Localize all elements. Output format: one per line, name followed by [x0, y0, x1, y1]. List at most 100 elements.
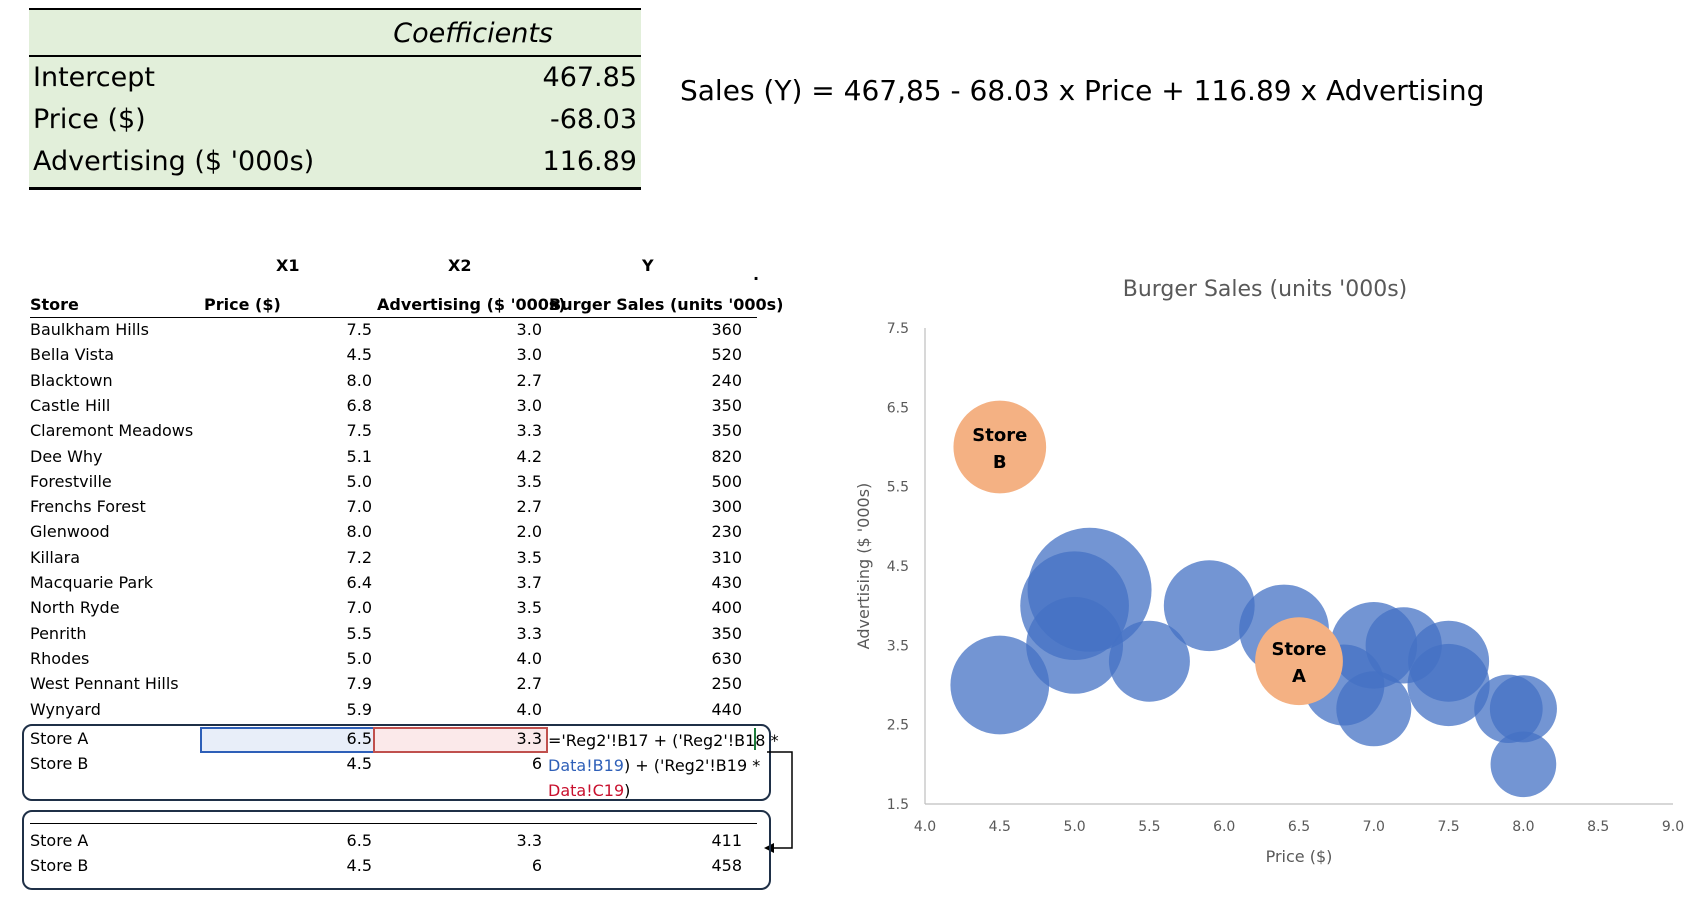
- data-bubble: [1490, 731, 1557, 798]
- table-row-store-name: Macquarie Park: [30, 573, 154, 592]
- x-tick-label: 6.5: [1288, 819, 1310, 835]
- table-row-store-name: Forestville: [30, 472, 112, 491]
- data-bubble: [1020, 551, 1129, 661]
- y-tick-label: 5.5: [887, 480, 909, 496]
- y-tick-label: 7.5: [887, 321, 909, 337]
- formula-ref-advertising: Data!C19: [548, 781, 625, 800]
- new-stores-box: [22, 724, 771, 801]
- table-row-advertising-value: 3.5: [516, 472, 542, 491]
- store-a-price[interactable]: 6.5: [346, 729, 372, 748]
- y-tick-label: 6.5: [887, 400, 909, 416]
- data-bubble: [1336, 671, 1412, 747]
- pred-a-advertising: 3.3: [516, 831, 542, 850]
- bubble-chart: Burger Sales (units '000s) 1.5 2.5 3.5 4.5 5…: [854, 277, 1684, 866]
- table-row-advertising-value: 2.0: [516, 522, 542, 541]
- table-row-price-value: 4.5: [346, 345, 372, 364]
- table-row-advertising-value: 2.7: [516, 674, 542, 693]
- var-label-x2: X2: [448, 256, 472, 275]
- pred-b-advertising: 6: [531, 856, 542, 875]
- table-row-advertising-value: 3.0: [516, 345, 542, 364]
- data-bubble: [1474, 674, 1543, 744]
- pred-a-sales: 411: [711, 831, 742, 850]
- table-row-advertising-value: 3.7: [516, 573, 542, 592]
- table-row-sales-value: 230: [711, 522, 742, 541]
- store-b-label: Store B: [30, 754, 89, 773]
- bubble-data-label: A: [1292, 666, 1306, 687]
- pred-b-price: 4.5: [346, 856, 372, 875]
- table-row-sales-value: 430: [711, 573, 742, 592]
- store-a-advertising[interactable]: 3.3: [516, 729, 542, 748]
- table-row-price-value: 7.5: [346, 421, 372, 440]
- table-row-sales-value: 350: [711, 421, 742, 440]
- x-tick-label: 7.0: [1363, 819, 1385, 835]
- formula-line-3: ): [624, 781, 631, 800]
- y-tick-label: 1.5: [887, 797, 909, 813]
- advertising-cell-reference-highlight[interactable]: [373, 727, 548, 753]
- x-tick-label: 8.0: [1512, 819, 1534, 835]
- coefficients-header: Coefficients: [29, 10, 641, 57]
- table-row-store-name: North Ryde: [30, 598, 120, 617]
- coef-label: Price ($): [33, 104, 146, 135]
- table-row-store-name: Penrith: [30, 624, 87, 643]
- new-store-bubble: [953, 400, 1047, 494]
- table-row-sales-value: 350: [711, 624, 742, 643]
- table-row-sales-value: 520: [711, 345, 742, 364]
- data-bubble: [1108, 620, 1190, 702]
- table-row-advertising-value: 2.7: [516, 371, 542, 390]
- x-axis-label: Price ($): [1266, 847, 1333, 866]
- x-tick-label: 4.0: [914, 819, 936, 835]
- table-row-price-value: 5.1: [346, 447, 372, 466]
- coef-row-intercept: Intercept 467.85: [29, 57, 641, 100]
- table-row-advertising-value: 4.0: [516, 700, 542, 719]
- table-row-advertising-value: 3.3: [516, 624, 542, 643]
- coef-row-advertising: Advertising ($ '000s) 116.89: [29, 141, 641, 184]
- new-store-bubble: [1255, 617, 1343, 706]
- table-row-advertising-value: 3.5: [516, 598, 542, 617]
- table-row-price-value: 5.5: [346, 624, 372, 643]
- table-row-price-value: 7.2: [346, 548, 372, 567]
- pred-b-sales: 458: [711, 856, 742, 875]
- table-row-price-value: 8.0: [346, 371, 372, 390]
- coef-row-price: Price ($) -68.03: [29, 99, 641, 142]
- table-row-advertising-value: 3.3: [516, 421, 542, 440]
- formula-cell[interactable]: ='Reg2'!B17 + ('Reg2'!B18 * Data!B19) + …: [548, 728, 779, 803]
- table-row-price-value: 8.0: [346, 522, 372, 541]
- table-row-store-name: Frenchs Forest: [30, 497, 146, 516]
- x-tick-label: 5.0: [1063, 819, 1085, 835]
- coefficients-table: Coefficients Intercept 467.85 Price ($) …: [29, 8, 641, 190]
- table-row-price-value: 7.5: [346, 320, 372, 339]
- table-row-sales-value: 350: [711, 396, 742, 415]
- header-underline: [30, 317, 757, 318]
- table-row-store-name: West Pennant Hills: [30, 674, 179, 693]
- bubble-data-label: Store: [1271, 639, 1326, 660]
- coef-value: -68.03: [549, 104, 637, 135]
- x-axis-ticks: 4.0 4.5 5.0 5.5 6.0 6.5 7.0 7.5 8.0 8.5 9.0: [914, 819, 1684, 835]
- table-row-store-name: Killara: [30, 548, 81, 567]
- regression-equation: Sales (Y) = 467,85 - 68.03 x Price + 116…: [680, 74, 1485, 107]
- table-row-store-name: Baulkham Hills: [30, 320, 149, 339]
- store-b-advertising[interactable]: 6: [531, 754, 542, 773]
- y-axis-label: Advertising ($ '000s): [854, 483, 873, 650]
- col-header-sales: Burger Sales (units '000s): [549, 295, 784, 314]
- table-row-sales-value: 400: [711, 598, 742, 617]
- table-row-price-value: 6.8: [346, 396, 372, 415]
- predictions-box: [22, 810, 771, 890]
- bubble-data-label: Store: [972, 425, 1027, 446]
- table-row-advertising-value: 3.0: [516, 320, 542, 339]
- formula-ref-price: Data!B19: [548, 756, 624, 775]
- store-b-price[interactable]: 4.5: [346, 754, 372, 773]
- var-label-y: Y: [642, 256, 654, 275]
- coefficients-header-label: Coefficients: [393, 18, 553, 49]
- table-row-sales-value: 820: [711, 447, 742, 466]
- active-cell-edge: [754, 728, 756, 750]
- table-row-advertising-value: 3.0: [516, 396, 542, 415]
- y-tick-label: 4.5: [887, 559, 909, 575]
- table-row-store-name: Bella Vista: [30, 345, 115, 364]
- table-row-price-value: 7.0: [346, 497, 372, 516]
- x-tick-label: 4.5: [989, 819, 1011, 835]
- x-tick-label: 7.5: [1437, 819, 1459, 835]
- predictions-top-rule: [30, 823, 757, 824]
- data-bubble: [1330, 602, 1418, 689]
- table-row-advertising-value: 4.2: [516, 447, 542, 466]
- table-row-price-value: 6.4: [346, 573, 372, 592]
